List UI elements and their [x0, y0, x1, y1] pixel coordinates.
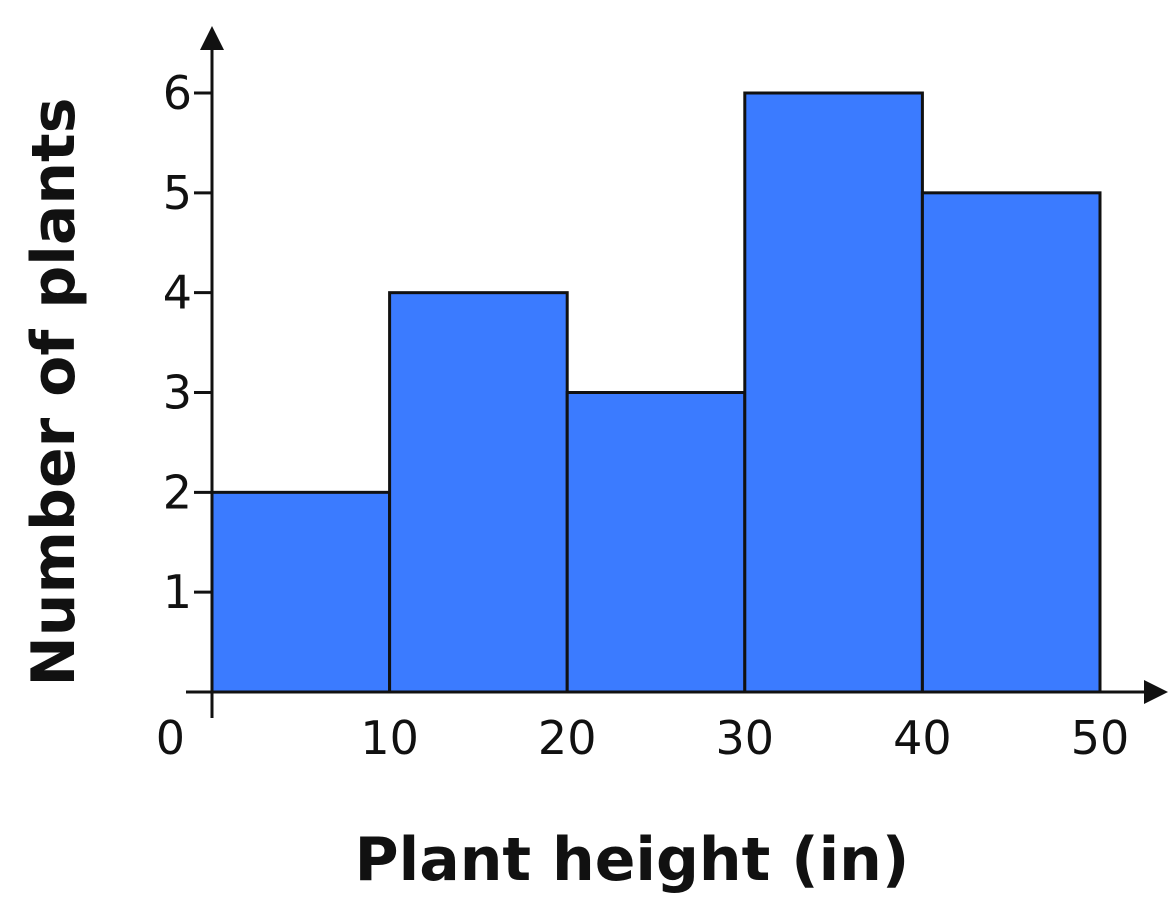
bar-0-10 [210, 490, 392, 694]
bar-10-20 [388, 291, 569, 694]
y-ticks-group: 1 2 3 4 5 6 [163, 66, 212, 619]
bar-40-50 [920, 191, 1102, 694]
y-tick-label-2: 2 [163, 465, 192, 519]
y-tick-label-1: 1 [163, 565, 192, 619]
y-axis-arrow-icon [200, 26, 224, 50]
y-tick-label-6: 6 [163, 66, 192, 120]
bars-group [210, 91, 1102, 694]
x-ticks-group: 0 10 20 30 40 50 [156, 711, 1130, 765]
x-tick-label-40: 40 [893, 711, 952, 765]
axes-group [186, 26, 1168, 718]
y-tick-label-5: 5 [163, 166, 192, 220]
x-tick-label-0: 0 [156, 711, 185, 765]
x-axis-title: Plant height (in) [355, 825, 910, 895]
x-tick-label-10: 10 [360, 711, 419, 765]
x-tick-label-30: 30 [716, 711, 775, 765]
x-axis-arrow-icon [1144, 680, 1168, 704]
x-tick-label-20: 20 [538, 711, 597, 765]
y-tick-label-4: 4 [163, 266, 192, 320]
y-axis-title: Number of plants [19, 98, 89, 687]
bar-30-40 [743, 91, 924, 694]
y-tick-label-3: 3 [163, 366, 192, 420]
x-tick-label-50: 50 [1071, 711, 1130, 765]
bar-20-30 [565, 391, 747, 694]
